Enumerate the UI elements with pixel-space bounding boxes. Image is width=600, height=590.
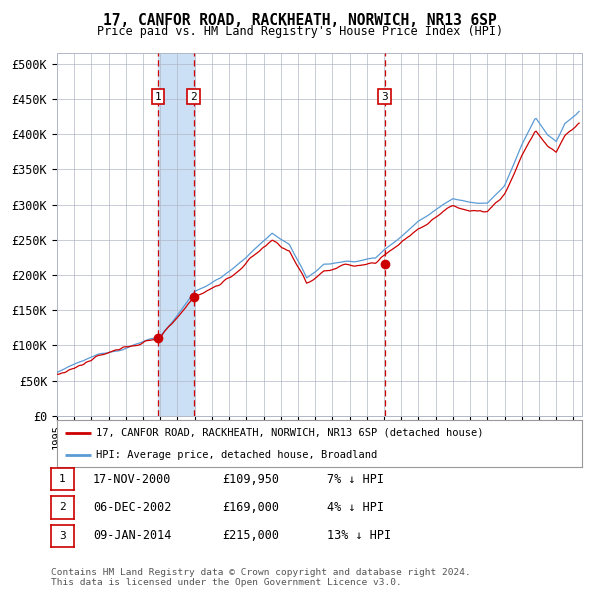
Text: 13% ↓ HPI: 13% ↓ HPI bbox=[327, 529, 391, 542]
Text: £169,000: £169,000 bbox=[222, 501, 279, 514]
Text: 3: 3 bbox=[59, 531, 66, 540]
Text: 17-NOV-2000: 17-NOV-2000 bbox=[93, 473, 172, 486]
Text: 09-JAN-2014: 09-JAN-2014 bbox=[93, 529, 172, 542]
Text: £215,000: £215,000 bbox=[222, 529, 279, 542]
Text: 4% ↓ HPI: 4% ↓ HPI bbox=[327, 501, 384, 514]
Text: Contains HM Land Registry data © Crown copyright and database right 2024.
This d: Contains HM Land Registry data © Crown c… bbox=[51, 568, 471, 587]
Text: 1: 1 bbox=[59, 474, 66, 484]
Text: HPI: Average price, detached house, Broadland: HPI: Average price, detached house, Broa… bbox=[97, 450, 377, 460]
Text: 2: 2 bbox=[190, 91, 197, 101]
Text: 3: 3 bbox=[381, 91, 388, 101]
Bar bbox=[158, 53, 194, 416]
Text: 7% ↓ HPI: 7% ↓ HPI bbox=[327, 473, 384, 486]
Text: 1: 1 bbox=[155, 91, 161, 101]
Text: £109,950: £109,950 bbox=[222, 473, 279, 486]
Text: 06-DEC-2002: 06-DEC-2002 bbox=[93, 501, 172, 514]
Text: Price paid vs. HM Land Registry's House Price Index (HPI): Price paid vs. HM Land Registry's House … bbox=[97, 25, 503, 38]
Text: 17, CANFOR ROAD, RACKHEATH, NORWICH, NR13 6SP (detached house): 17, CANFOR ROAD, RACKHEATH, NORWICH, NR1… bbox=[97, 428, 484, 438]
Text: 2: 2 bbox=[59, 503, 66, 512]
Text: 17, CANFOR ROAD, RACKHEATH, NORWICH, NR13 6SP: 17, CANFOR ROAD, RACKHEATH, NORWICH, NR1… bbox=[103, 13, 497, 28]
